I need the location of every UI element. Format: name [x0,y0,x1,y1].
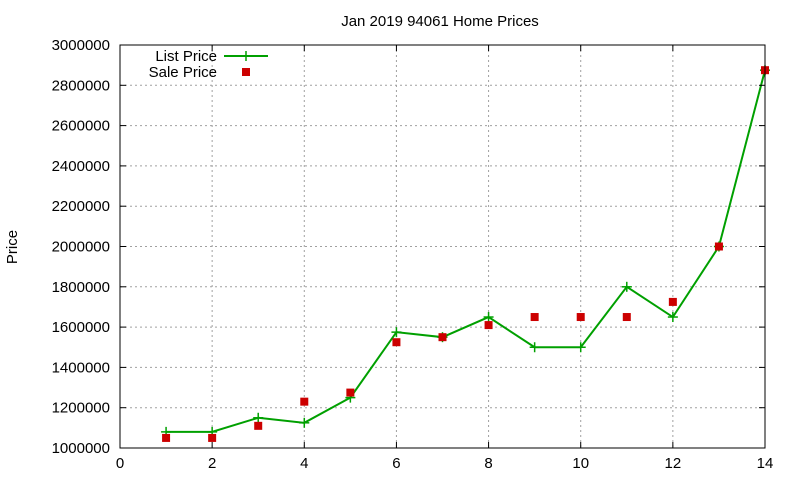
y-axis-label: Price [4,230,21,264]
sale-price-point [576,313,585,322]
x-tick-label: 8 [484,455,492,472]
sale-price-point [484,321,493,330]
list-price-line [166,69,766,433]
y-tick-label: 2800000 [52,77,110,94]
x-tick-label: 0 [116,455,124,472]
sale-price-point [208,433,217,442]
list-price-point [483,312,494,323]
x-tick-label: 6 [392,455,400,472]
y-tick-label: 1600000 [52,319,110,336]
list-price-point [621,281,632,292]
axes: 0 2 4 6 8 10 12 14 1000000 1200000 1400000 1600000 1… [52,37,774,472]
grid [120,45,765,448]
y-tick-label: 1800000 [52,279,110,296]
sale-price-point [668,297,677,306]
y-tick-label: 3000000 [52,37,110,54]
sale-price-point [162,433,171,442]
y-tick-label: 2600000 [52,118,110,135]
list-price-point [529,342,540,353]
y-tick-label: 2200000 [52,198,110,215]
chart-title: Jan 2019 94061 Home Prices [341,13,539,30]
legend-label: Sale Price [149,64,217,81]
legend-plus-marker [241,51,251,61]
sale-price-point [254,421,263,430]
sale-price-point [438,333,447,342]
x-tick-label: 4 [300,455,308,472]
series-layer [161,65,770,442]
sale-price-point [300,397,309,406]
y-tick-label: 1000000 [52,440,110,457]
legend-square-marker [242,68,250,76]
y-tick-label: 2400000 [52,158,110,175]
sale-price-point [392,338,401,347]
list-price-point [253,412,264,423]
x-tick-label: 14 [757,455,774,472]
legend-label: List Price [155,48,217,65]
y-tick-label: 1400000 [52,359,110,376]
sale-price-point [714,242,723,251]
y-tick-label: 1200000 [52,400,110,417]
list-price-point [391,327,402,338]
x-tick-label: 10 [572,455,589,472]
x-tick-label: 12 [665,455,682,472]
sale-price-point [622,313,631,322]
y-tick-label: 2000000 [52,239,110,256]
list-price-point [667,312,678,323]
sale-price-point [530,313,539,322]
sale-price-point [346,388,355,397]
x-tick-label: 2 [208,455,216,472]
list-price-point [299,417,310,428]
list-price-point [575,342,586,353]
